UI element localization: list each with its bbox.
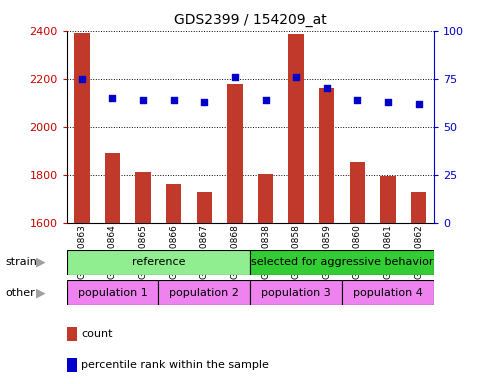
Bar [250,250,434,275]
Text: other: other [5,288,35,298]
Text: population 3: population 3 [261,288,331,298]
Point [139,97,147,103]
Text: count: count [81,329,113,339]
Point [415,101,423,107]
Point [262,97,270,103]
Point [292,74,300,80]
Bar [411,192,426,223]
Point [78,76,86,82]
Point [384,99,392,105]
Bar [350,162,365,223]
Text: selected for aggressive behavior: selected for aggressive behavior [251,257,433,267]
Text: strain: strain [5,257,37,267]
Bar [342,280,434,305]
Point [231,74,239,80]
Bar [380,176,395,223]
Point [200,99,208,105]
Point [170,97,177,103]
Bar [136,172,151,223]
Bar [319,88,334,223]
Bar [67,250,250,275]
Bar [258,174,273,223]
Bar [74,33,90,223]
Point [353,97,361,103]
Point [323,85,331,91]
Text: population 4: population 4 [353,288,423,298]
Bar [67,280,158,305]
Text: reference: reference [132,257,185,267]
Bar [250,280,342,305]
Point [108,95,116,101]
Title: GDS2399 / 154209_at: GDS2399 / 154209_at [174,13,326,27]
Text: ▶: ▶ [35,286,45,299]
Bar [105,153,120,223]
Bar [166,184,181,223]
Bar [158,280,250,305]
Text: ▶: ▶ [35,255,45,268]
Text: percentile rank within the sample: percentile rank within the sample [81,360,269,370]
Text: population 1: population 1 [77,288,147,298]
Bar [227,84,243,223]
Bar [288,34,304,223]
Bar [197,192,212,223]
Text: population 2: population 2 [170,288,239,298]
